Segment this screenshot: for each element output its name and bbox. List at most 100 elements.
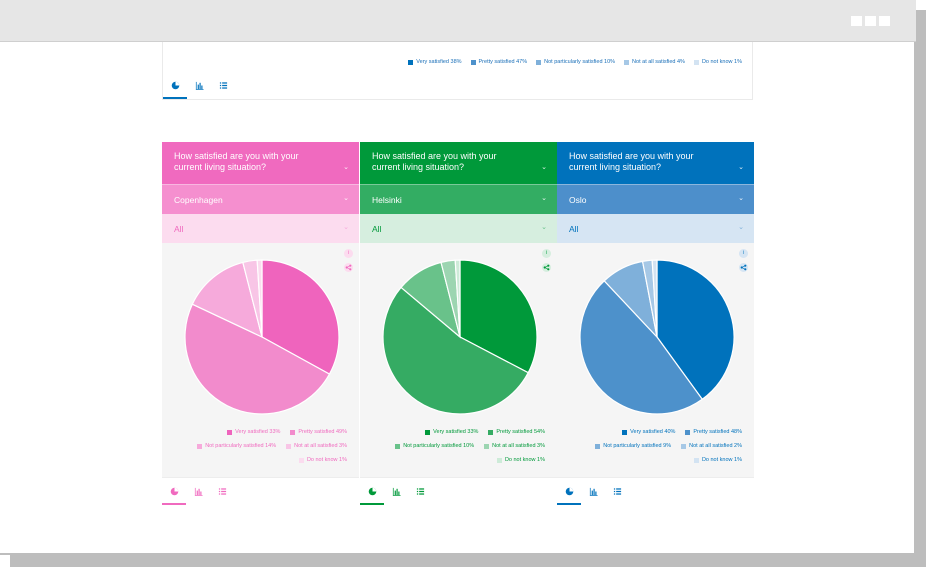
legend-item: Do not know 1% xyxy=(693,59,742,65)
legend-label: Not particularly satisfied 10% xyxy=(403,443,475,449)
city-select[interactable]: Helsinki ⌄ xyxy=(360,184,557,214)
tab-list[interactable] xyxy=(605,478,629,505)
legend-item[interactable]: Do not know 1% xyxy=(298,457,347,463)
pie-legend: Very satisfied 33% Pretty satisfied 49% No… xyxy=(172,429,347,471)
panel-tab-bar xyxy=(557,477,754,505)
legend-label: Pretty satisfied 48% xyxy=(693,429,742,435)
city-select[interactable]: Oslo ⌄ xyxy=(557,184,754,214)
chevron-down-icon: ⌄ xyxy=(343,164,349,171)
legend-label: Very satisfied 33% xyxy=(235,429,281,435)
pie-slice[interactable] xyxy=(579,280,704,415)
legend-item[interactable]: Very satisfied 33% xyxy=(425,429,478,435)
filter-value: All xyxy=(569,224,579,234)
share-icon[interactable] xyxy=(739,263,748,272)
window-dot-icon[interactable] xyxy=(879,16,890,26)
window-dot-icon[interactable] xyxy=(865,16,876,26)
filter-select[interactable]: All ⌄ xyxy=(557,214,754,243)
legend-swatch xyxy=(693,59,699,65)
legend-label: Pretty satisfied 54% xyxy=(496,429,545,435)
legend-swatch xyxy=(624,59,630,65)
legend-label: Not at all satisfied 3% xyxy=(492,443,545,449)
legend-item[interactable]: Very satisfied 40% xyxy=(622,429,675,435)
legend-label: Pretty satisfied 47% xyxy=(478,59,528,65)
pie-slice[interactable] xyxy=(184,303,331,415)
legend-swatch xyxy=(408,59,414,65)
legend-item[interactable]: Do not know 1% xyxy=(496,457,545,463)
question-text: How satisfied are you with your current … xyxy=(174,151,299,172)
tab-list[interactable] xyxy=(408,478,432,505)
legend-swatch xyxy=(595,443,601,449)
city-name: Helsinki xyxy=(372,195,402,205)
legend-label: Not at all satisfied 3% xyxy=(294,443,347,449)
chevron-down-icon: ⌄ xyxy=(738,195,744,202)
pie-legend: Very satisfied 33% Pretty satisfied 54% No… xyxy=(370,429,545,471)
bar-chart-icon xyxy=(392,487,401,496)
pie-slice[interactable] xyxy=(191,261,263,339)
legend-item[interactable]: Very satisfied 33% xyxy=(227,429,280,435)
chevron-down-icon: ⌄ xyxy=(343,224,349,231)
filter-value: All xyxy=(372,224,382,234)
share-icon[interactable] xyxy=(344,263,353,272)
pie-slice[interactable] xyxy=(459,259,538,374)
tab-bar-chart[interactable] xyxy=(384,478,408,505)
tab-bar-chart[interactable] xyxy=(187,72,211,99)
question-select[interactable]: How satisfied are you with your current … xyxy=(360,142,557,184)
window-dot-icon[interactable] xyxy=(851,16,862,26)
info-icon[interactable]: i xyxy=(739,249,748,258)
legend-item[interactable]: Pretty satisfied 49% xyxy=(290,429,347,435)
tab-list[interactable] xyxy=(210,478,234,505)
info-icon[interactable]: i xyxy=(344,249,353,258)
tab-pie-chart[interactable] xyxy=(163,72,187,99)
window-shadow-right xyxy=(916,10,926,567)
legend-label: Not particularly satisfied 14% xyxy=(205,443,277,449)
city-select[interactable]: Copenhagen ⌄ xyxy=(162,184,359,214)
legend-item[interactable]: Not particularly satisfied 14% xyxy=(197,443,276,449)
legend-swatch xyxy=(227,429,233,435)
tab-bar-chart[interactable] xyxy=(581,478,605,505)
legend-item[interactable]: Not particularly satisfied 10% xyxy=(395,443,474,449)
window-controls[interactable] xyxy=(851,16,890,26)
legend-label: Do not know 1% xyxy=(701,59,742,65)
tab-bar-chart[interactable] xyxy=(186,478,210,505)
chevron-down-icon: ⌄ xyxy=(343,195,349,202)
tab-list[interactable] xyxy=(211,72,235,99)
legend-item[interactable]: Not at all satisfied 2% xyxy=(681,443,742,449)
legend-label: Do not know 1% xyxy=(306,457,347,463)
filter-select[interactable]: All ⌄ xyxy=(360,214,557,243)
legend-swatch xyxy=(197,443,203,449)
question-text: How satisfied are you with your current … xyxy=(372,151,497,172)
pie-slice[interactable] xyxy=(382,286,530,415)
active-tab-underline xyxy=(162,503,186,505)
tab-pie-chart[interactable] xyxy=(360,478,384,505)
legend-item[interactable]: Pretty satisfied 48% xyxy=(685,429,742,435)
pie-slice[interactable] xyxy=(261,259,340,375)
pie-slice[interactable] xyxy=(454,259,461,338)
question-select[interactable]: How satisfied are you with your current … xyxy=(557,142,754,184)
filter-select[interactable]: All ⌄ xyxy=(162,214,359,243)
info-icon[interactable]: i xyxy=(542,249,551,258)
legend-item[interactable]: Do not know 1% xyxy=(693,457,742,463)
share-icon[interactable] xyxy=(542,263,551,272)
legend-swatch xyxy=(425,429,431,435)
pie-slice[interactable] xyxy=(256,259,263,338)
tab-pie-chart[interactable] xyxy=(557,478,581,505)
legend-label: Do not know 1% xyxy=(504,457,545,463)
top-chart-card: Very satisfied 38% Pretty satisfied 47% No… xyxy=(162,42,753,100)
city-panel-copenhagen: How satisfied are you with your current … xyxy=(162,142,359,505)
pie-chart xyxy=(579,259,735,415)
legend-label: Not at all satisfied 4% xyxy=(632,59,685,65)
question-select[interactable]: How satisfied are you with your current … xyxy=(162,142,359,184)
legend-item[interactable]: Not at all satisfied 3% xyxy=(286,443,347,449)
pie-slice[interactable] xyxy=(651,259,658,338)
tab-pie-chart[interactable] xyxy=(162,478,186,505)
city-name: Copenhagen xyxy=(174,195,223,205)
legend-swatch xyxy=(496,457,502,463)
pie-slice[interactable] xyxy=(656,259,735,401)
legend-item[interactable]: Not at all satisfied 3% xyxy=(484,443,545,449)
legend-item[interactable]: Pretty satisfied 54% xyxy=(488,429,545,435)
top-tab-bar xyxy=(163,72,752,99)
pie-chart-icon xyxy=(170,487,178,496)
legend-item[interactable]: Not particularly satisfied 9% xyxy=(595,443,671,449)
chevron-down-icon: ⌄ xyxy=(738,164,744,171)
legend-swatch xyxy=(290,429,296,435)
